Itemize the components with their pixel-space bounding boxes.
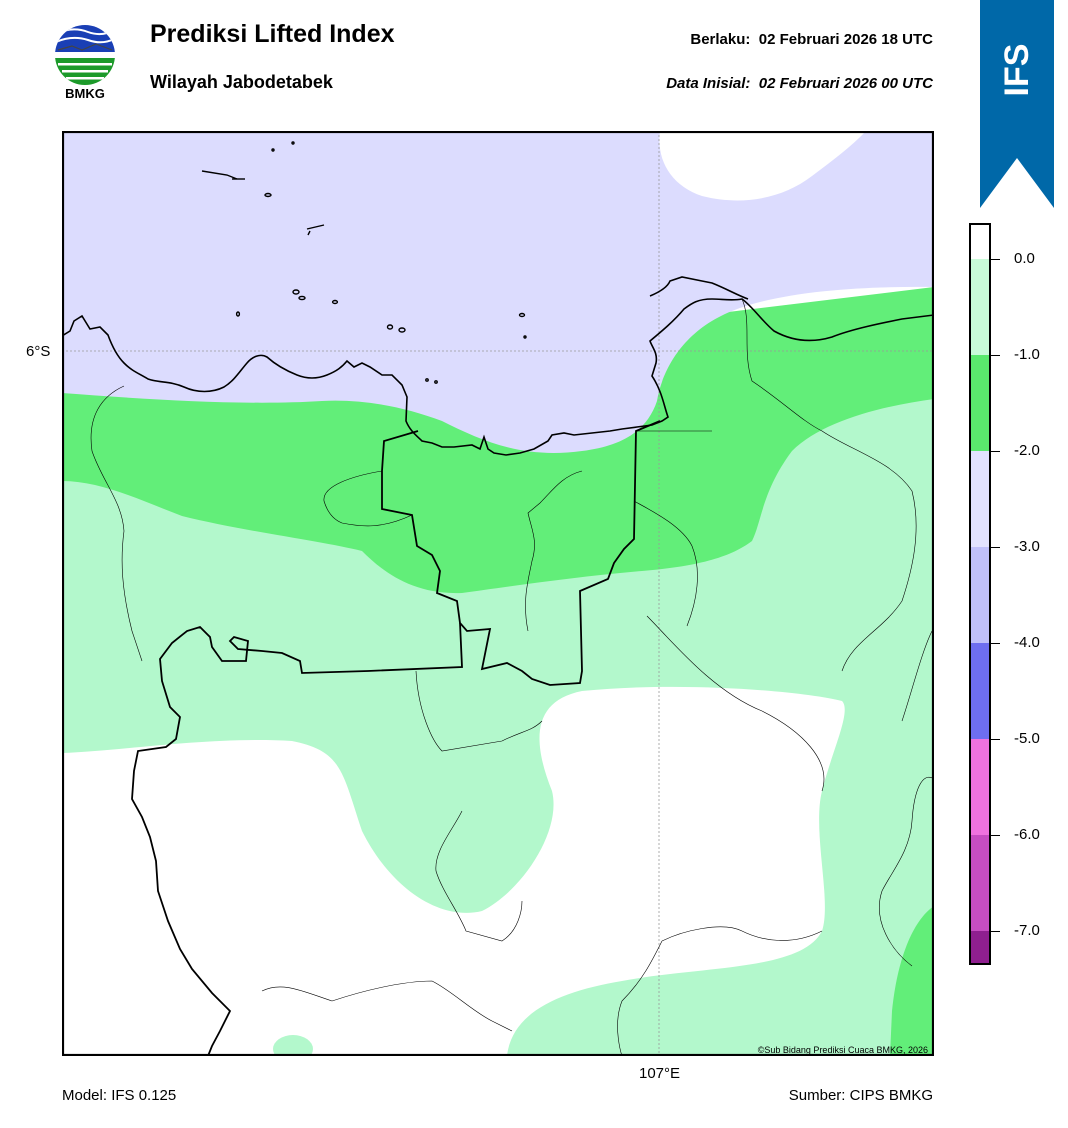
init-label: Data Inisial: bbox=[666, 75, 751, 92]
page-subtitle: Wilayah Jabodetabek bbox=[150, 72, 333, 92]
colorbar-segment bbox=[969, 931, 991, 965]
forecast-map: ©Sub Bidang Prediksi Cuaca BMKG, 2026 bbox=[62, 131, 934, 1056]
colorbar-segment bbox=[969, 451, 991, 547]
colorbar-tick-label: -2.0 bbox=[1014, 442, 1040, 459]
colorbar-segment bbox=[969, 223, 991, 259]
colorbar-segment bbox=[969, 547, 991, 643]
colorbar-tick-label: -7.0 bbox=[1014, 922, 1040, 939]
page-title: Prediksi Lifted Index bbox=[150, 20, 395, 48]
colorbar-segment bbox=[969, 835, 991, 931]
source-label: Sumber: CIPS BMKG bbox=[788, 1087, 933, 1104]
colorbar-segment bbox=[969, 259, 991, 355]
field-li-2-3 bbox=[62, 131, 934, 453]
colorbar-segment bbox=[969, 355, 991, 451]
colorbar-frame bbox=[969, 223, 991, 965]
colorbar-tick bbox=[991, 642, 1000, 644]
bmkg-logo-icon bbox=[52, 22, 118, 102]
colorbar bbox=[969, 223, 991, 965]
model-label: Model: IFS 0.125 bbox=[62, 1087, 177, 1104]
colorbar-tick bbox=[991, 930, 1000, 932]
valid-value: 02 Februari 2026 18 UTC bbox=[758, 31, 933, 48]
province-boundary bbox=[381, 420, 661, 686]
colorbar-tick bbox=[991, 738, 1000, 740]
ribbon-label-svg: IFS bbox=[998, 44, 1036, 97]
colorbar-tick bbox=[991, 354, 1000, 356]
colorbar-tick bbox=[991, 834, 1000, 836]
colorbar-tick bbox=[991, 546, 1000, 548]
colorbar-tick-label: -6.0 bbox=[1014, 826, 1040, 843]
lon-label: 107°E bbox=[639, 1065, 681, 1082]
ribbon-label: IFS bbox=[998, 44, 1036, 97]
colorbar-tick-label: -5.0 bbox=[1014, 730, 1040, 747]
coastline-north bbox=[649, 276, 749, 300]
logo-text: BMKG bbox=[65, 86, 105, 101]
colorbar-segment bbox=[969, 643, 991, 739]
islands bbox=[201, 141, 527, 384]
colorbar-tick-label: 0.0 bbox=[1014, 250, 1035, 267]
field-li-1-2-patch bbox=[890, 906, 934, 1056]
province-boundary-west bbox=[131, 622, 463, 1056]
map-credit: ©Sub Bidang Prediksi Cuaca BMKG, 2026 bbox=[758, 1045, 928, 1055]
regency-boundaries bbox=[90, 298, 934, 1056]
colorbar-segment bbox=[969, 739, 991, 835]
ifs-ribbon bbox=[980, 0, 1054, 208]
coastline bbox=[62, 298, 934, 456]
colorbar-tick bbox=[991, 258, 1000, 260]
lat-label: 6°S bbox=[26, 343, 51, 360]
colorbar-tick-label: -1.0 bbox=[1014, 346, 1040, 363]
field-li-0-1-patch bbox=[273, 1035, 313, 1056]
map-frame bbox=[62, 131, 934, 1056]
init-value: 02 Februari 2026 00 UTC bbox=[758, 75, 933, 92]
valid-label: Berlaku: bbox=[690, 31, 751, 48]
colorbar-tick bbox=[991, 450, 1000, 452]
init-time: Data Inisial: 02 Februari 2026 00 UTC bbox=[666, 75, 933, 92]
valid-time: Berlaku: 02 Februari 2026 18 UTC bbox=[690, 31, 933, 48]
colorbar-tick-label: -4.0 bbox=[1014, 634, 1040, 651]
colorbar-tick-label: -3.0 bbox=[1014, 538, 1040, 555]
